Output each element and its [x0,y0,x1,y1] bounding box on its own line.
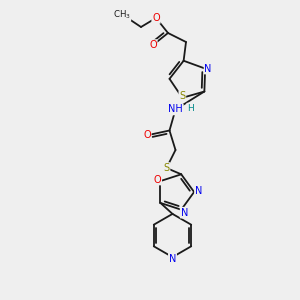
Text: S: S [179,91,185,101]
Text: N: N [181,208,188,218]
Text: H: H [187,103,194,112]
Text: N: N [169,254,176,264]
Text: NH: NH [168,104,183,115]
Text: S: S [164,163,169,173]
Text: O: O [149,40,157,50]
Text: O: O [152,13,160,23]
Text: O: O [154,175,161,184]
Text: N: N [205,64,212,74]
Text: O: O [143,130,151,140]
Text: CH$_3$: CH$_3$ [112,9,130,21]
Text: N: N [195,185,202,196]
